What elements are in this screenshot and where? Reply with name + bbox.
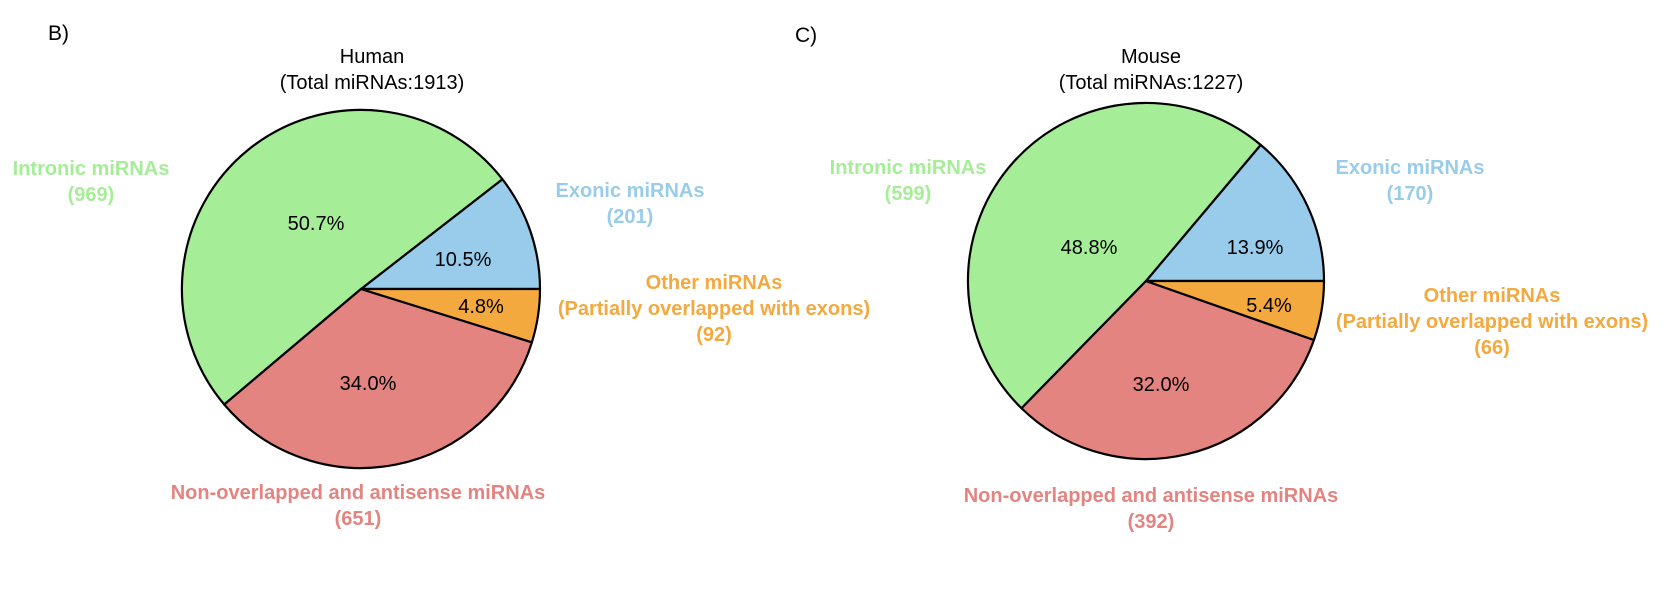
category-label-intronic-mouse: Intronic miRNAs (830, 157, 987, 179)
chart-subtitle-mouse: (Total miRNAs:1227) (1059, 72, 1244, 94)
slice-exonic-human (359, 178, 542, 291)
category-count-intronic-mouse: (599) (885, 183, 932, 205)
category-count-intronic-human: (969) (68, 184, 115, 206)
category-label-intronic-human: Intronic miRNAs (13, 158, 170, 180)
pct-label-intronic-mouse: 48.8% (1061, 237, 1118, 259)
chart-title-human: Human (340, 46, 404, 68)
pie-slices-mouse (966, 101, 1326, 461)
category-count-nonoverlapped-mouse: (392) (1128, 511, 1175, 533)
pie-chart-mouse: C) Mouse (Total miRNAs:1227) 13.9% 48.8%… (795, 24, 1648, 533)
pct-label-intronic-human: 50.7% (288, 213, 345, 235)
category-label-nonoverlapped-mouse: Non-overlapped and antisense miRNAs (964, 485, 1339, 507)
pct-label-exonic-mouse: 13.9% (1227, 237, 1284, 259)
panel-letter-b: B) (48, 22, 69, 45)
category-sublabel-other-human: (Partially overlapped with exons) (558, 298, 870, 320)
slice-other-mouse (1144, 279, 1326, 342)
category-count-nonoverlapped-human: (651) (335, 508, 382, 530)
pct-label-exonic-human: 10.5% (435, 249, 492, 271)
category-label-exonic-human: Exonic miRNAs (556, 180, 705, 202)
slice-other-human (359, 287, 542, 344)
pie-slices-human (180, 108, 542, 470)
chart-title-mouse: Mouse (1121, 46, 1181, 68)
category-label-nonoverlapped-human: Non-overlapped and antisense miRNAs (171, 482, 546, 504)
slice-intronic-mouse (966, 101, 1262, 410)
category-count-exonic-mouse: (170) (1387, 183, 1434, 205)
category-label-other-mouse: Other miRNAs (1424, 285, 1561, 307)
pct-label-other-mouse: 5.4% (1246, 295, 1292, 317)
pct-label-other-human: 4.8% (458, 296, 504, 318)
category-count-other-mouse: (66) (1474, 337, 1510, 359)
chart-subtitle-human: (Total miRNAs:1913) (280, 72, 465, 94)
category-count-other-human: (92) (696, 324, 732, 346)
slice-exonic-mouse (1144, 143, 1326, 283)
pct-label-nonoverlapped-mouse: 32.0% (1133, 374, 1190, 396)
slice-nonoverlapped-human (223, 287, 533, 470)
category-label-exonic-mouse: Exonic miRNAs (1336, 157, 1485, 179)
pct-label-nonoverlapped-human: 34.0% (340, 373, 397, 395)
slice-nonoverlapped-mouse (1020, 279, 1316, 461)
slice-intronic-human (180, 108, 504, 406)
category-count-exonic-human: (201) (607, 206, 654, 228)
category-label-other-human: Other miRNAs (646, 272, 783, 294)
category-sublabel-other-mouse: (Partially overlapped with exons) (1336, 311, 1648, 333)
pie-chart-human: B) Human (Total miRNAs:1913) 10.5% 50.7%… (13, 22, 871, 530)
panel-letter-c: C) (795, 24, 817, 47)
